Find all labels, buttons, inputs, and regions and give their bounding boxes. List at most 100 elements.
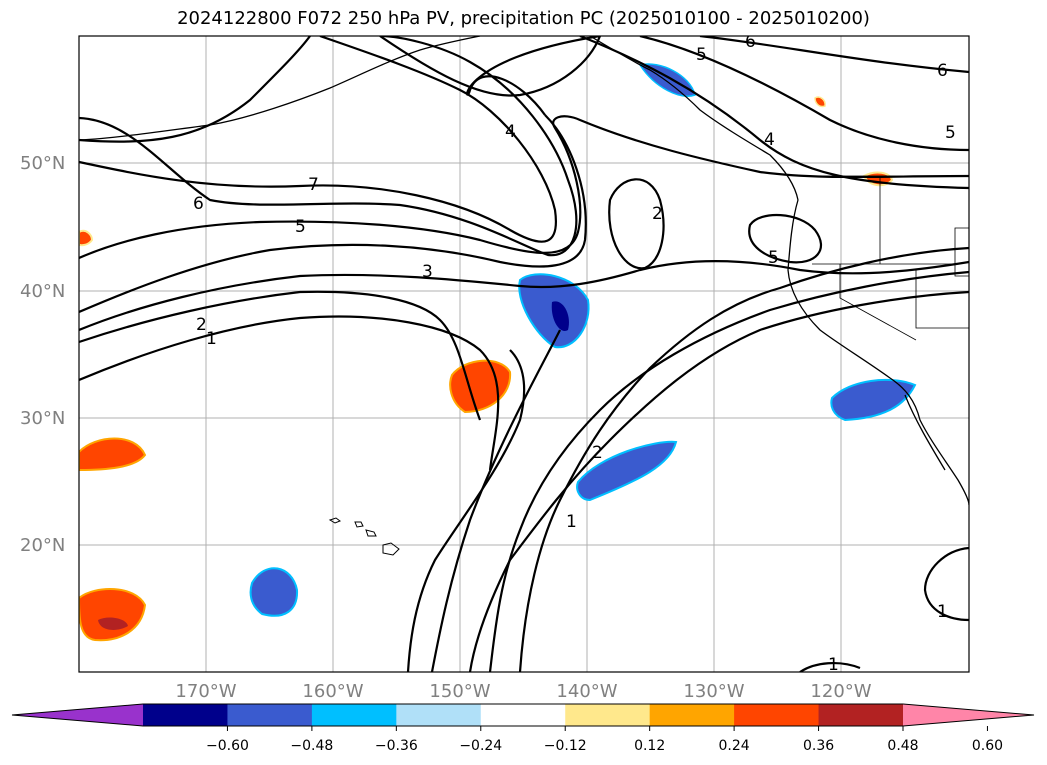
colorbar-segment [480,704,566,726]
pv-contour-7 [79,36,557,243]
contour-label: 5 [768,248,779,268]
colorbar-segment [818,704,904,726]
state-border [954,227,969,277]
pv-contour-1 [79,315,500,471]
pv-contour-north-6b [699,36,969,74]
contour-label: 2 [196,315,207,335]
contour-label: 5 [295,217,306,237]
pv-contour-1-south-c [488,270,969,672]
map-title: 2024122800 F072 250 hPa PV, precipitatio… [177,8,870,29]
contour-label: 5 [696,45,707,65]
colorbar-tick-label: 0.60 [972,738,1003,754]
colorbar-tick-label: −0.48 [290,738,333,754]
pv-contour-north-5 [639,36,969,152]
precip-negative-areas [249,63,917,617]
colorbar-segment [649,704,735,726]
precip-positive-areas [79,96,894,642]
colorbar-extend-min [12,704,143,726]
contour-label: 1 [937,602,948,622]
coastlines [79,36,969,506]
contour-label: 2 [592,443,603,463]
alaska-coast [589,36,799,201]
pv-contour-north-4 [379,36,602,97]
pv-contour-3-east [518,246,969,672]
island [354,521,364,528]
pv-contour-3 [79,260,969,332]
contour-label: 1 [206,329,217,349]
pv-contour-bottom-1 [799,661,861,672]
colorbar: −0.60 −0.48 −0.36 −0.24 −0.12 0.12 0.24 0.36 0.4… [11,703,1035,754]
precip-blob [449,359,512,414]
contour-label: 7 [308,175,319,195]
precip-blob [79,437,147,472]
lon-label: 160°W [302,681,363,702]
colorbar-extend-max [903,704,1034,726]
pv-contour-4 [79,114,587,314]
borders [808,175,969,341]
pv-contour-2-closed [608,178,665,270]
baja-coast [904,394,946,471]
na-west-coast [787,199,969,506]
pv-contour-south-1 [923,546,969,622]
pv-contour-5 [79,115,969,260]
island [365,529,377,537]
lat-label: 20°N [20,535,65,556]
island [328,517,342,524]
colorbar-segment [227,704,313,726]
colorbar-tick-label: 0.24 [719,738,750,754]
pv-contour-4b [466,36,601,116]
colorbar-tick-label: −0.60 [206,738,249,754]
contour-label: 2 [652,204,663,224]
hawaii-islands [328,517,400,556]
contour-label: 6 [937,61,948,81]
pv-contour-north-6 [579,36,969,190]
colorbar-segment [143,704,228,726]
colorbar-tick-label: 0.12 [634,738,665,754]
colorbar-segment [396,704,482,726]
longitude-labels: 170°W 160°W 150°W 140°W 130°W 120°W [175,681,871,702]
colorbar-tick-label: −0.12 [544,738,587,754]
colorbar-tick-label: 0.36 [803,738,834,754]
precip-blob [551,301,569,331]
latitude-labels: 50°N 40°N 30°N 20°N [20,153,65,556]
pv-contour-2 [79,290,482,421]
pv-contour-north-big [79,36,311,143]
pv-contours [79,36,969,672]
lon-label: 130°W [683,681,744,702]
lat-label: 50°N [20,153,65,174]
colorbar-tick-label: −0.24 [459,738,502,754]
lat-label: 40°N [20,281,65,302]
contour-label: 1 [828,655,839,675]
contour-label: 6 [745,32,756,52]
state-border [915,270,969,329]
contour-label: 4 [505,122,516,142]
colorbar-outline [11,703,1035,727]
aleutians [79,36,481,141]
contour-label-group: 7 6 5 4 3 2 1 2 5 5 6 6 5 4 2 1 1 1 [193,32,956,675]
precip-blob [576,440,678,502]
colorbar-tick-label: 0.48 [887,738,918,754]
contour-label: 3 [422,262,433,282]
lat-label: 30°N [20,408,65,429]
lon-label: 120°W [810,681,871,702]
contour-label: 6 [193,194,204,214]
gridlines [79,36,969,672]
pv-contour-2-south [468,290,969,672]
precip-blob [79,588,147,642]
colorbar-segment [565,704,651,726]
pv-contour-5-closed [748,213,822,264]
precip-blob [249,567,299,617]
colorbar-tick-label: −0.36 [375,738,418,754]
pv-contour-6 [79,36,578,257]
precip-blob [98,617,128,630]
contour-label: 5 [945,123,956,143]
pv-contour-1-south-b [430,329,561,672]
island [382,542,400,556]
lon-label: 140°W [556,681,617,702]
precip-blob [830,378,917,422]
precip-blob [79,229,94,247]
map-frame [78,35,970,673]
colorbar-segment [734,704,820,726]
state-border [839,264,917,341]
